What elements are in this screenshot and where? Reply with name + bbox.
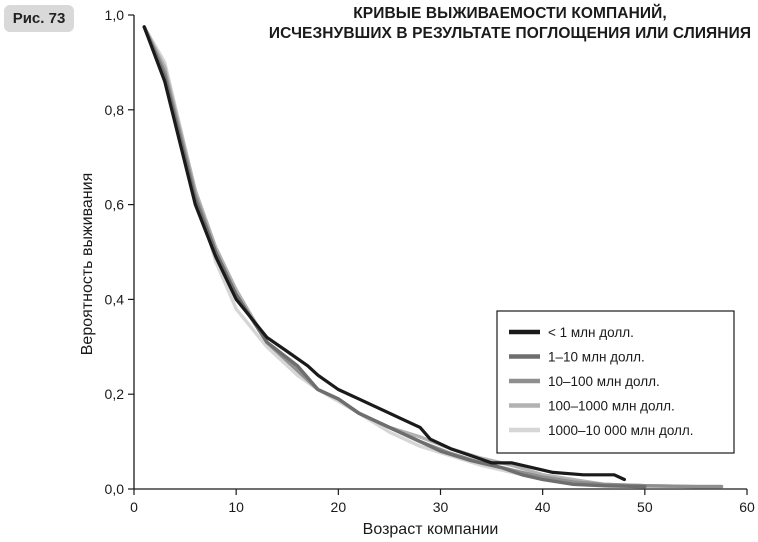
x-tick-label: 40 — [535, 499, 551, 515]
y-tick-label: 0,8 — [105, 102, 125, 118]
legend: < 1 млн долл. 1–10 млн долл. 10–100 млн до… — [496, 310, 735, 454]
x-axis-title: Возраст компании — [363, 521, 499, 538]
x-tick-label: 50 — [637, 499, 653, 515]
chart-title-line-1: КРИВЫЕ ВЫЖИВАЕМОСТИ КОМПАНИЙ, — [353, 5, 667, 22]
axes: 0 10 20 30 40 50 60 0,0 0,2 0,4 0,6 0,8 1,0 — [105, 7, 755, 515]
figure-label: Рис. 73 — [4, 5, 74, 32]
x-tick-label: 30 — [433, 499, 449, 515]
x-tick-label: 60 — [739, 499, 755, 515]
y-tick-label: 0,4 — [105, 291, 125, 307]
y-tick-label: 0,2 — [105, 386, 125, 402]
x-tick-label: 20 — [331, 499, 347, 515]
series-line-0 — [142, 25, 626, 482]
legend-label: 1000–10 000 млн долл. — [548, 423, 694, 438]
y-axis-title: Вероятность выживания — [79, 173, 96, 356]
y-tick-label: 0,0 — [105, 481, 125, 497]
chart-title-line-2: ИСЧЕЗНУВШИХ В РЕЗУЛЬТАТЕ ПОГЛОЩЕНИЯ ИЛИ … — [268, 25, 752, 42]
legend-label: 100–1000 млн долл. — [548, 399, 675, 414]
x-tick-label: 0 — [130, 499, 138, 515]
legend-label: < 1 млн долл. — [548, 325, 634, 340]
legend-label: 1–10 млн долл. — [548, 350, 645, 365]
x-tick-label: 10 — [228, 499, 244, 515]
legend-label: 10–100 млн долл. — [548, 374, 660, 389]
y-tick-label: 1,0 — [105, 7, 125, 23]
series-layer — [142, 25, 724, 489]
chart-title: КРИВЫЕ ВЫЖИВАЕМОСТИ КОМПАНИЙ, ИСЧЕЗНУВШИ… — [260, 4, 758, 44]
series-line-1 — [142, 25, 647, 489]
y-tick-label: 0,6 — [105, 197, 125, 213]
